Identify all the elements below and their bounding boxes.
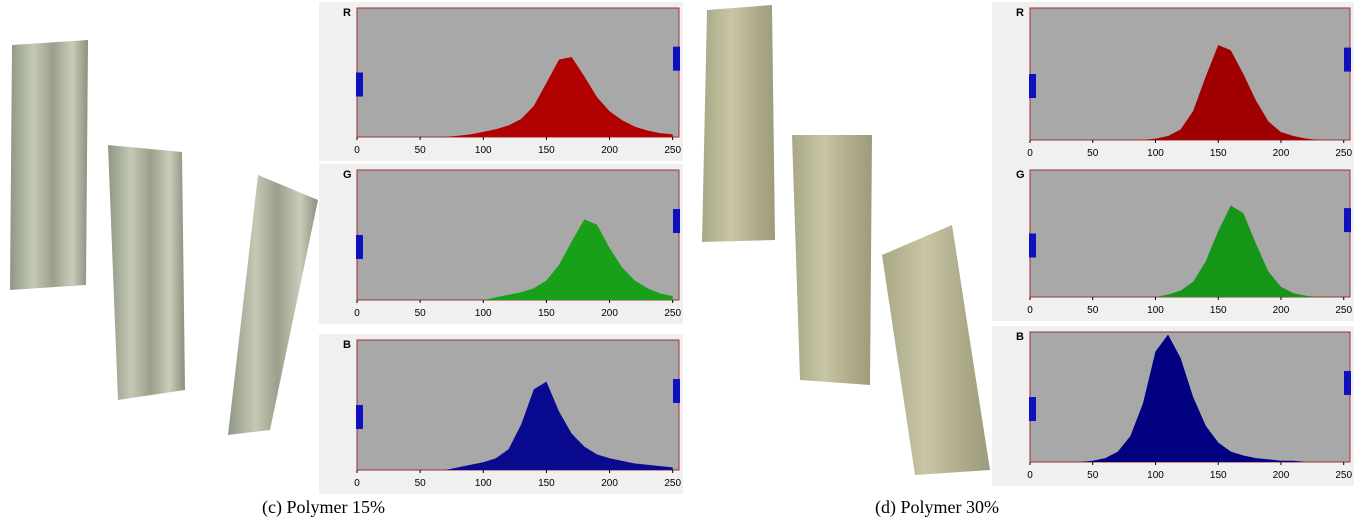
- x-tick-label: 150: [538, 478, 555, 489]
- histogram-panel: R 0 50 100 150 200 250: [319, 2, 683, 161]
- photos: [10, 5, 990, 475]
- x-tick-label: 200: [1273, 305, 1290, 316]
- x-tick-label: 200: [601, 145, 618, 156]
- caption: (d) Polymer 30%: [875, 497, 999, 518]
- channel-label: R: [1016, 7, 1024, 19]
- histogram-panel: R 0 50 100 150 200 250: [992, 2, 1354, 164]
- caption: (c) Polymer 15%: [262, 497, 385, 518]
- histogram-panel: G 0 50 100 150 200 250: [992, 164, 1354, 321]
- channel-label: G: [343, 169, 352, 181]
- x-tick-label: 100: [1147, 305, 1164, 316]
- slider-marker: [356, 405, 363, 429]
- x-tick-label: 100: [1147, 470, 1164, 481]
- x-tick-label: 150: [1210, 470, 1227, 481]
- slider-marker: [1029, 74, 1036, 98]
- x-tick-label: 50: [415, 308, 427, 319]
- x-tick-label: 250: [664, 308, 681, 319]
- histogram-panel: B 0 50 100 150 200 250: [319, 334, 683, 494]
- x-tick-label: 0: [354, 145, 360, 156]
- histogram-area: [1030, 334, 1344, 462]
- x-tick-label: 0: [354, 478, 360, 489]
- histogram-area: [357, 381, 673, 470]
- x-tick-label: 0: [1027, 148, 1033, 159]
- plot-area: [356, 7, 680, 138]
- slider-marker: [1344, 47, 1351, 72]
- slider-marker: [673, 209, 680, 233]
- x-tick-label: 250: [1335, 148, 1352, 159]
- slider-marker: [1029, 233, 1036, 258]
- histogram-area: [1030, 205, 1344, 297]
- x-tick-label: 100: [1147, 148, 1164, 159]
- histogram-area: [357, 219, 673, 300]
- x-tick-label: 50: [1087, 470, 1099, 481]
- x-tick-label: 50: [415, 145, 427, 156]
- slider-marker: [1029, 397, 1036, 421]
- x-tick-label: 150: [538, 145, 555, 156]
- slider-marker: [356, 72, 363, 97]
- leaf-photo: [702, 5, 775, 242]
- slider-marker: [1344, 208, 1351, 233]
- slider-marker: [673, 46, 680, 71]
- plot-area: [1029, 169, 1351, 298]
- x-tick-label: 250: [1335, 305, 1352, 316]
- x-tick-label: 0: [354, 308, 360, 319]
- leaf-photo: [108, 145, 185, 400]
- slider-marker: [356, 235, 363, 259]
- leaf-photo: [792, 135, 872, 385]
- x-tick-label: 0: [1027, 305, 1033, 316]
- channel-label: R: [343, 7, 351, 19]
- x-tick-label: 250: [664, 145, 681, 156]
- slider-marker: [673, 379, 680, 403]
- histogram-panel: G 0 50 100 150 200 250: [319, 164, 683, 324]
- x-tick-label: 200: [601, 478, 618, 489]
- x-tick-label: 100: [475, 308, 492, 319]
- channel-label: B: [1016, 331, 1024, 343]
- histogram-panel: B 0 50 100 150 200 250: [992, 326, 1354, 486]
- leaf-photo: [882, 225, 990, 475]
- x-tick-label: 100: [475, 478, 492, 489]
- x-tick-label: 200: [1273, 470, 1290, 481]
- x-tick-label: 200: [601, 308, 618, 319]
- x-tick-label: 150: [1210, 305, 1227, 316]
- leaf-photo: [228, 175, 318, 435]
- x-tick-label: 250: [664, 478, 681, 489]
- x-tick-label: 0: [1027, 470, 1033, 481]
- x-tick-label: 200: [1273, 148, 1290, 159]
- x-tick-label: 150: [1210, 148, 1227, 159]
- x-tick-label: 50: [1087, 305, 1099, 316]
- channel-label: B: [343, 339, 351, 351]
- x-tick-label: 100: [475, 145, 492, 156]
- histogram-area: [1030, 44, 1344, 140]
- histogram-area: [357, 57, 673, 137]
- leaf-photo: [10, 40, 88, 290]
- x-tick-label: 150: [538, 308, 555, 319]
- x-tick-label: 50: [1087, 148, 1099, 159]
- x-tick-label: 50: [415, 478, 427, 489]
- slider-marker: [1344, 371, 1351, 395]
- channel-label: G: [1016, 169, 1025, 181]
- x-tick-label: 250: [1335, 470, 1352, 481]
